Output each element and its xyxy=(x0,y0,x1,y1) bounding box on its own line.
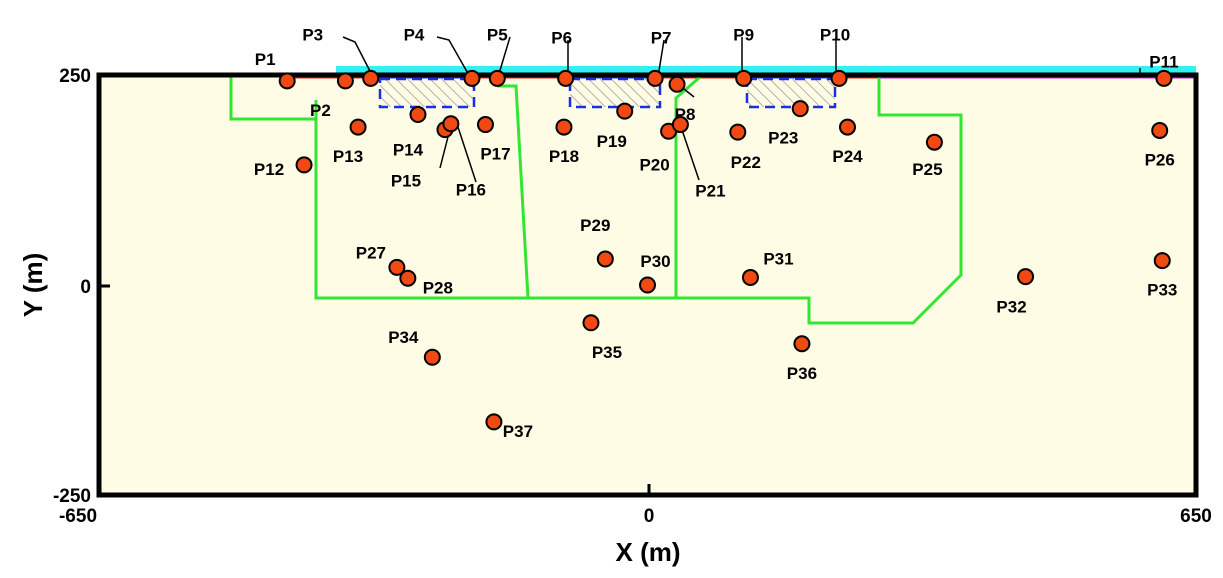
boundary-left-notch xyxy=(229,77,316,121)
boundary-mid-right xyxy=(674,75,701,298)
point-label-p5: P5 xyxy=(487,25,508,44)
point-label-p2: P2 xyxy=(310,101,331,120)
point-p32 xyxy=(1017,268,1035,286)
x-tick-label-neg650: -650 xyxy=(59,506,97,527)
point-p23 xyxy=(791,100,809,118)
point-p30 xyxy=(639,276,656,294)
point-label-p12: P12 xyxy=(254,160,284,179)
point-p13 xyxy=(349,118,367,136)
point-label-p4: P4 xyxy=(404,25,425,44)
top-strip xyxy=(336,66,1196,75)
point-label-p32: P32 xyxy=(996,298,1026,317)
point-label-p33: P33 xyxy=(1147,281,1177,300)
point-label-p34: P34 xyxy=(388,328,419,347)
point-label-p37: P37 xyxy=(503,422,533,441)
point-p18 xyxy=(555,118,573,136)
leader-p21 xyxy=(679,123,700,181)
point-p6 xyxy=(557,69,575,87)
point-label-p21: P21 xyxy=(695,182,725,201)
x-tick-label-650: 650 xyxy=(1180,506,1212,527)
point-p22 xyxy=(729,123,747,141)
point-label-p35: P35 xyxy=(592,343,622,362)
point-label-p15: P15 xyxy=(391,172,421,191)
point-label-p18: P18 xyxy=(549,147,579,166)
leader-p16 xyxy=(456,123,477,183)
point-p24 xyxy=(838,118,856,136)
point-label-p10: P10 xyxy=(820,25,850,44)
point-p17 xyxy=(476,116,494,134)
point-label-p7: P7 xyxy=(651,28,672,47)
point-p25 xyxy=(925,133,943,151)
point-p8 xyxy=(668,75,686,93)
point-label-p26: P26 xyxy=(1145,150,1175,169)
point-label-p16: P16 xyxy=(456,181,486,200)
point-p10 xyxy=(830,69,848,87)
point-p26 xyxy=(1151,121,1169,139)
x-tick-label-0: 0 xyxy=(644,506,655,527)
point-label-p11: P11 xyxy=(1149,52,1178,71)
point-label-p24: P24 xyxy=(832,147,863,166)
point-label-p27: P27 xyxy=(356,243,386,262)
boundary-outline xyxy=(314,77,963,325)
point-label-p22: P22 xyxy=(731,153,761,172)
leader-p3 xyxy=(342,36,374,78)
point-p27 xyxy=(388,258,406,276)
y-tick-label-250: 250 xyxy=(59,66,91,87)
point-p11 xyxy=(1155,69,1173,87)
hatched-zone-3 xyxy=(745,77,837,109)
hatched-zone-1 xyxy=(378,77,476,109)
hatched-zone-2 xyxy=(568,77,662,109)
x-axis-title: X (m) xyxy=(616,537,681,567)
y-tick-label-neg250: -250 xyxy=(53,486,91,507)
point-label-p36: P36 xyxy=(787,364,817,383)
point-p14 xyxy=(409,105,427,123)
y-tick-label-0: 0 xyxy=(80,277,91,298)
point-label-p25: P25 xyxy=(912,160,942,179)
point-p34 xyxy=(423,348,441,366)
point-label-p13: P13 xyxy=(333,147,363,166)
point-p4 xyxy=(463,69,481,87)
point-label-p9: P9 xyxy=(733,25,754,44)
point-p12 xyxy=(295,156,313,174)
point-p2 xyxy=(336,72,354,90)
point-label-p3: P3 xyxy=(302,25,323,44)
point-label-p31: P31 xyxy=(763,249,793,268)
point-label-p29: P29 xyxy=(580,216,610,235)
point-p28 xyxy=(399,269,417,287)
point-p3 xyxy=(362,69,380,87)
point-label-p1: P1 xyxy=(255,50,276,69)
point-label-p23: P23 xyxy=(768,129,798,148)
point-label-p17: P17 xyxy=(480,145,510,164)
point-p16 xyxy=(442,115,460,133)
point-label-p30: P30 xyxy=(640,252,670,271)
point-p7 xyxy=(646,69,664,87)
y-axis-title: Y (m) xyxy=(18,253,48,318)
point-p31 xyxy=(741,268,759,286)
point-p29 xyxy=(596,250,614,268)
point-label-p6: P6 xyxy=(551,28,572,47)
point-label-p14: P14 xyxy=(393,140,424,159)
point-p5 xyxy=(488,69,506,87)
point-p36 xyxy=(793,335,811,353)
point-label-p19: P19 xyxy=(597,132,627,151)
leader-p4 xyxy=(436,36,471,78)
point-p33 xyxy=(1153,252,1171,270)
point-p9 xyxy=(735,69,753,87)
point-p1 xyxy=(278,72,296,90)
point-p35 xyxy=(582,314,600,332)
point-p37 xyxy=(485,413,503,431)
point-label-p28: P28 xyxy=(423,278,453,297)
point-p19 xyxy=(616,102,634,120)
point-p21 xyxy=(671,116,689,134)
point-label-p20: P20 xyxy=(639,155,669,174)
green-boundaries xyxy=(229,75,963,325)
